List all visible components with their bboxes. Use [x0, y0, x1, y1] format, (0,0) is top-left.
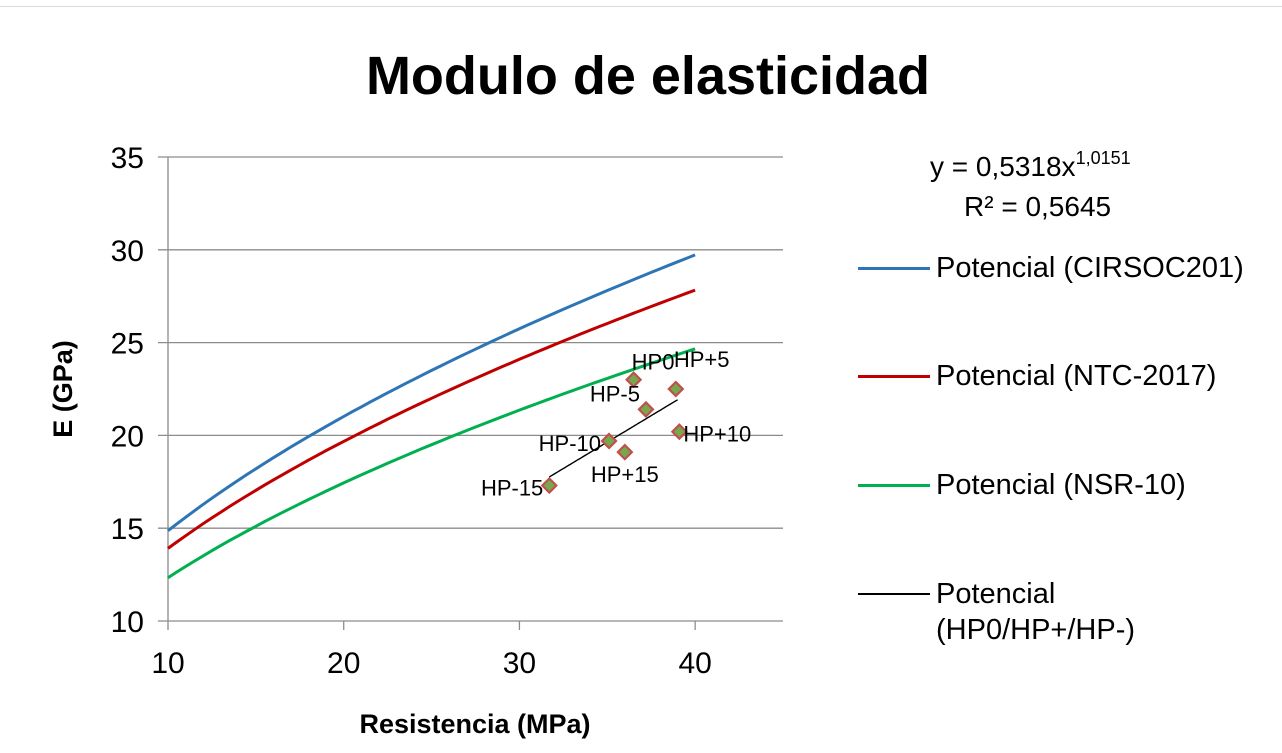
- y-tick-label: 20: [111, 420, 144, 453]
- x-tick-label: 20: [327, 647, 360, 680]
- equation-line-1: y = 0,5318x1,0151: [930, 138, 1190, 187]
- x-tick-label: 30: [503, 647, 536, 680]
- legend-label: Potencial (NTC-2017): [936, 360, 1217, 392]
- legend-swatch: [858, 484, 930, 487]
- data-point: [670, 423, 688, 441]
- legend-item-nsr10: Potencial (NSR-10): [858, 467, 1278, 503]
- y-tick-label: 15: [111, 513, 144, 546]
- y-tick-label: 30: [111, 235, 144, 268]
- data-label: HP+15: [591, 462, 659, 487]
- data-point: [625, 371, 643, 389]
- data-label: HP+10: [683, 422, 751, 447]
- data-point: [540, 476, 558, 495]
- data-point: [616, 443, 634, 461]
- legend-label: Potencial (NSR-10): [936, 469, 1186, 501]
- equation-exponent: 1,0151: [1075, 148, 1131, 168]
- data-point: [667, 380, 685, 398]
- x-tick-label: 40: [678, 647, 711, 680]
- legend-label: Potencial (HP0/HP+/HP-): [936, 578, 1136, 646]
- legend-item-cirsoc201: Potencial (CIRSOC201): [858, 250, 1278, 286]
- data-label: HP0: [632, 350, 675, 375]
- legend-swatch: [858, 375, 930, 378]
- series-line-3: [167, 347, 696, 579]
- y-tick-label: 25: [111, 328, 144, 361]
- series-line-1: [167, 253, 696, 532]
- legend-swatch: [858, 593, 930, 595]
- x-axis-title: Resistencia (MPa): [359, 709, 590, 739]
- legend-label: Potencial (CIRSOC201): [936, 252, 1244, 284]
- y-tick-label: 35: [111, 142, 144, 175]
- data-label: HP-15: [481, 476, 543, 501]
- trendline-equation: y = 0,5318x1,0151 R² = 0,5645: [930, 138, 1190, 227]
- data-label: HP-5: [590, 381, 640, 406]
- top-border: [0, 6, 1282, 7]
- equation-r2: R² = 0,5645: [964, 191, 1112, 222]
- series-line-2: [167, 288, 696, 550]
- data-point: [600, 432, 618, 450]
- equation-text: y = 0,5318x: [930, 151, 1076, 182]
- data-point: [637, 400, 655, 418]
- data-label: HP+5: [674, 347, 730, 372]
- legend-swatch: [858, 267, 930, 270]
- legend-item-ntc2017: Potencial (NTC-2017): [858, 358, 1278, 394]
- data-label: HP-10: [539, 431, 601, 456]
- y-tick-label: 10: [111, 606, 144, 639]
- x-tick-label: 10: [151, 647, 184, 680]
- legend-item-hp: Potencial (HP0/HP+/HP-): [858, 576, 1278, 648]
- y-axis-title: E (GPa): [48, 340, 78, 438]
- chart-title: Modulo de elasticidad: [366, 46, 930, 106]
